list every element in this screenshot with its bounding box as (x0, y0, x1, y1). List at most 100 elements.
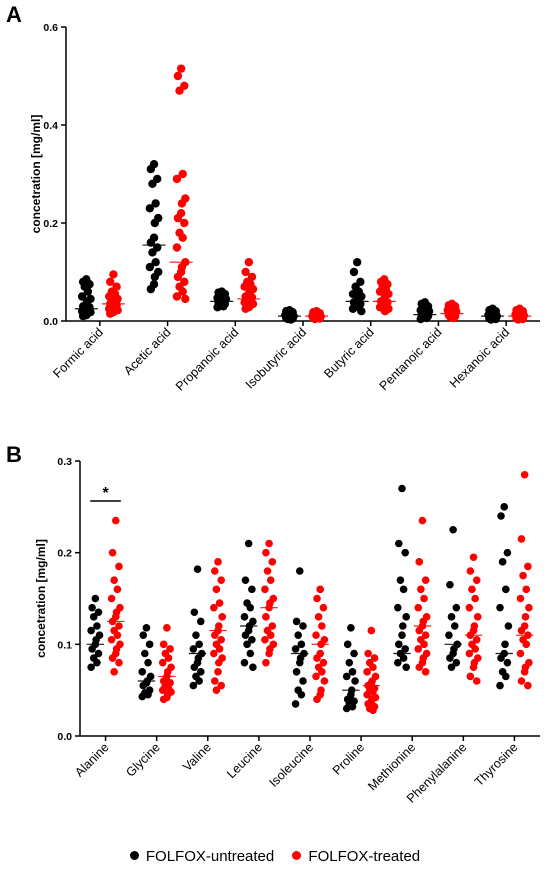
data-point-untreated (88, 603, 96, 612)
category-label: Isobutyric acid (243, 325, 309, 391)
data-point-treated (107, 594, 116, 603)
data-point-treated (244, 258, 254, 267)
data-point-untreated (399, 654, 408, 662)
data-point-treated (466, 672, 475, 681)
data-point-untreated (351, 677, 359, 685)
y-tick-label: 0.4 (43, 120, 58, 132)
data-point-treated (369, 706, 377, 715)
data-point-untreated (151, 258, 160, 267)
data-point-treated (159, 695, 168, 704)
data-point-treated (266, 576, 275, 584)
data-point-untreated (249, 663, 257, 672)
data-point-treated (176, 64, 186, 73)
data-point-treated (210, 649, 218, 658)
data-point-treated (468, 585, 476, 594)
panel-letter-a: A (6, 2, 22, 27)
data-point-untreated (244, 539, 253, 548)
panel-letter-b: B (6, 442, 22, 467)
data-point-untreated (241, 631, 250, 639)
data-point-treated (516, 594, 525, 603)
data-point-treated (314, 613, 323, 621)
data-point-treated (218, 613, 226, 621)
data-point-treated (316, 585, 325, 594)
data-point-treated (320, 677, 329, 685)
data-point-treated (465, 603, 474, 612)
data-point-treated (163, 624, 171, 632)
data-point-untreated (78, 311, 88, 321)
data-point-untreated (450, 622, 459, 630)
data-point-untreated (248, 635, 256, 644)
data-point-treated (421, 668, 430, 676)
data-point-untreated (148, 248, 157, 257)
data-point-untreated (348, 304, 358, 313)
data-point-untreated (189, 681, 198, 690)
data-point-treated (177, 199, 187, 208)
data-point-treated (166, 645, 174, 653)
data-point-untreated (342, 672, 351, 681)
data-point-untreated (452, 603, 461, 612)
data-point-untreated (502, 672, 510, 681)
data-point-treated (520, 470, 529, 479)
data-point-untreated (195, 677, 203, 685)
data-point-untreated (416, 314, 425, 324)
data-point-treated (418, 516, 427, 525)
data-point-treated (415, 626, 424, 635)
data-point-treated (106, 309, 115, 318)
data-point-treated (211, 677, 219, 685)
data-point-untreated (401, 645, 410, 653)
y-tick-label: 0.1 (57, 639, 72, 651)
data-point-untreated (89, 613, 98, 621)
data-point-untreated (196, 617, 205, 626)
data-point-untreated (345, 658, 354, 667)
data-point-treated (159, 640, 168, 649)
data-point-treated (113, 631, 122, 639)
data-point-untreated (343, 640, 352, 649)
data-point-treated (115, 562, 123, 571)
data-point-treated (261, 635, 269, 644)
y-tick-label: 0.2 (57, 548, 72, 560)
panel-b-chart: 0.0 0.1 0.2 0.3 concetration [mg/ml] Alanine G… (34, 456, 540, 806)
data-point-treated (158, 658, 167, 667)
data-point-treated (517, 626, 526, 635)
data-point-untreated (83, 287, 93, 296)
data-point-untreated (447, 613, 456, 621)
data-point-untreated (446, 654, 454, 662)
data-point-untreated (213, 303, 222, 312)
data-point-treated (367, 626, 376, 635)
data-point-treated (414, 645, 423, 653)
y-tick-label: 0.0 (43, 316, 58, 328)
data-point-untreated (501, 640, 509, 649)
category-label: Butyric acid (321, 325, 377, 381)
data-point-treated (180, 218, 189, 228)
category-label: Leucine (224, 740, 265, 781)
data-point-untreated (144, 690, 152, 699)
category-label: Proline (330, 740, 367, 777)
data-point-untreated (496, 603, 504, 612)
data-point-treated (108, 654, 117, 662)
data-point-treated (115, 622, 123, 630)
data-point-treated (522, 585, 531, 594)
data-point-treated (175, 86, 184, 95)
data-point-treated (319, 658, 328, 667)
data-point-treated (215, 599, 224, 607)
y-tick-label: 0.2 (43, 218, 58, 230)
y-axis-title: concetration [mg/ml] (29, 115, 43, 234)
data-point-treated (217, 635, 225, 644)
data-point-untreated (395, 640, 403, 649)
data-point-untreated (91, 594, 100, 603)
data-point-treated (318, 668, 326, 676)
data-point-untreated (394, 603, 402, 612)
data-point-treated (421, 631, 430, 639)
data-point-untreated (88, 645, 96, 653)
y-tick-label: 0.6 (43, 22, 58, 34)
data-point-untreated (350, 649, 358, 658)
data-point-untreated (248, 585, 256, 594)
data-point-treated (214, 668, 222, 676)
data-point-treated (158, 686, 167, 694)
data-point-treated (318, 622, 326, 630)
data-point-treated (172, 292, 182, 301)
data-point-treated (178, 169, 187, 179)
data-point-treated (370, 654, 379, 662)
data-point-untreated (246, 649, 255, 658)
data-point-untreated (196, 668, 205, 676)
